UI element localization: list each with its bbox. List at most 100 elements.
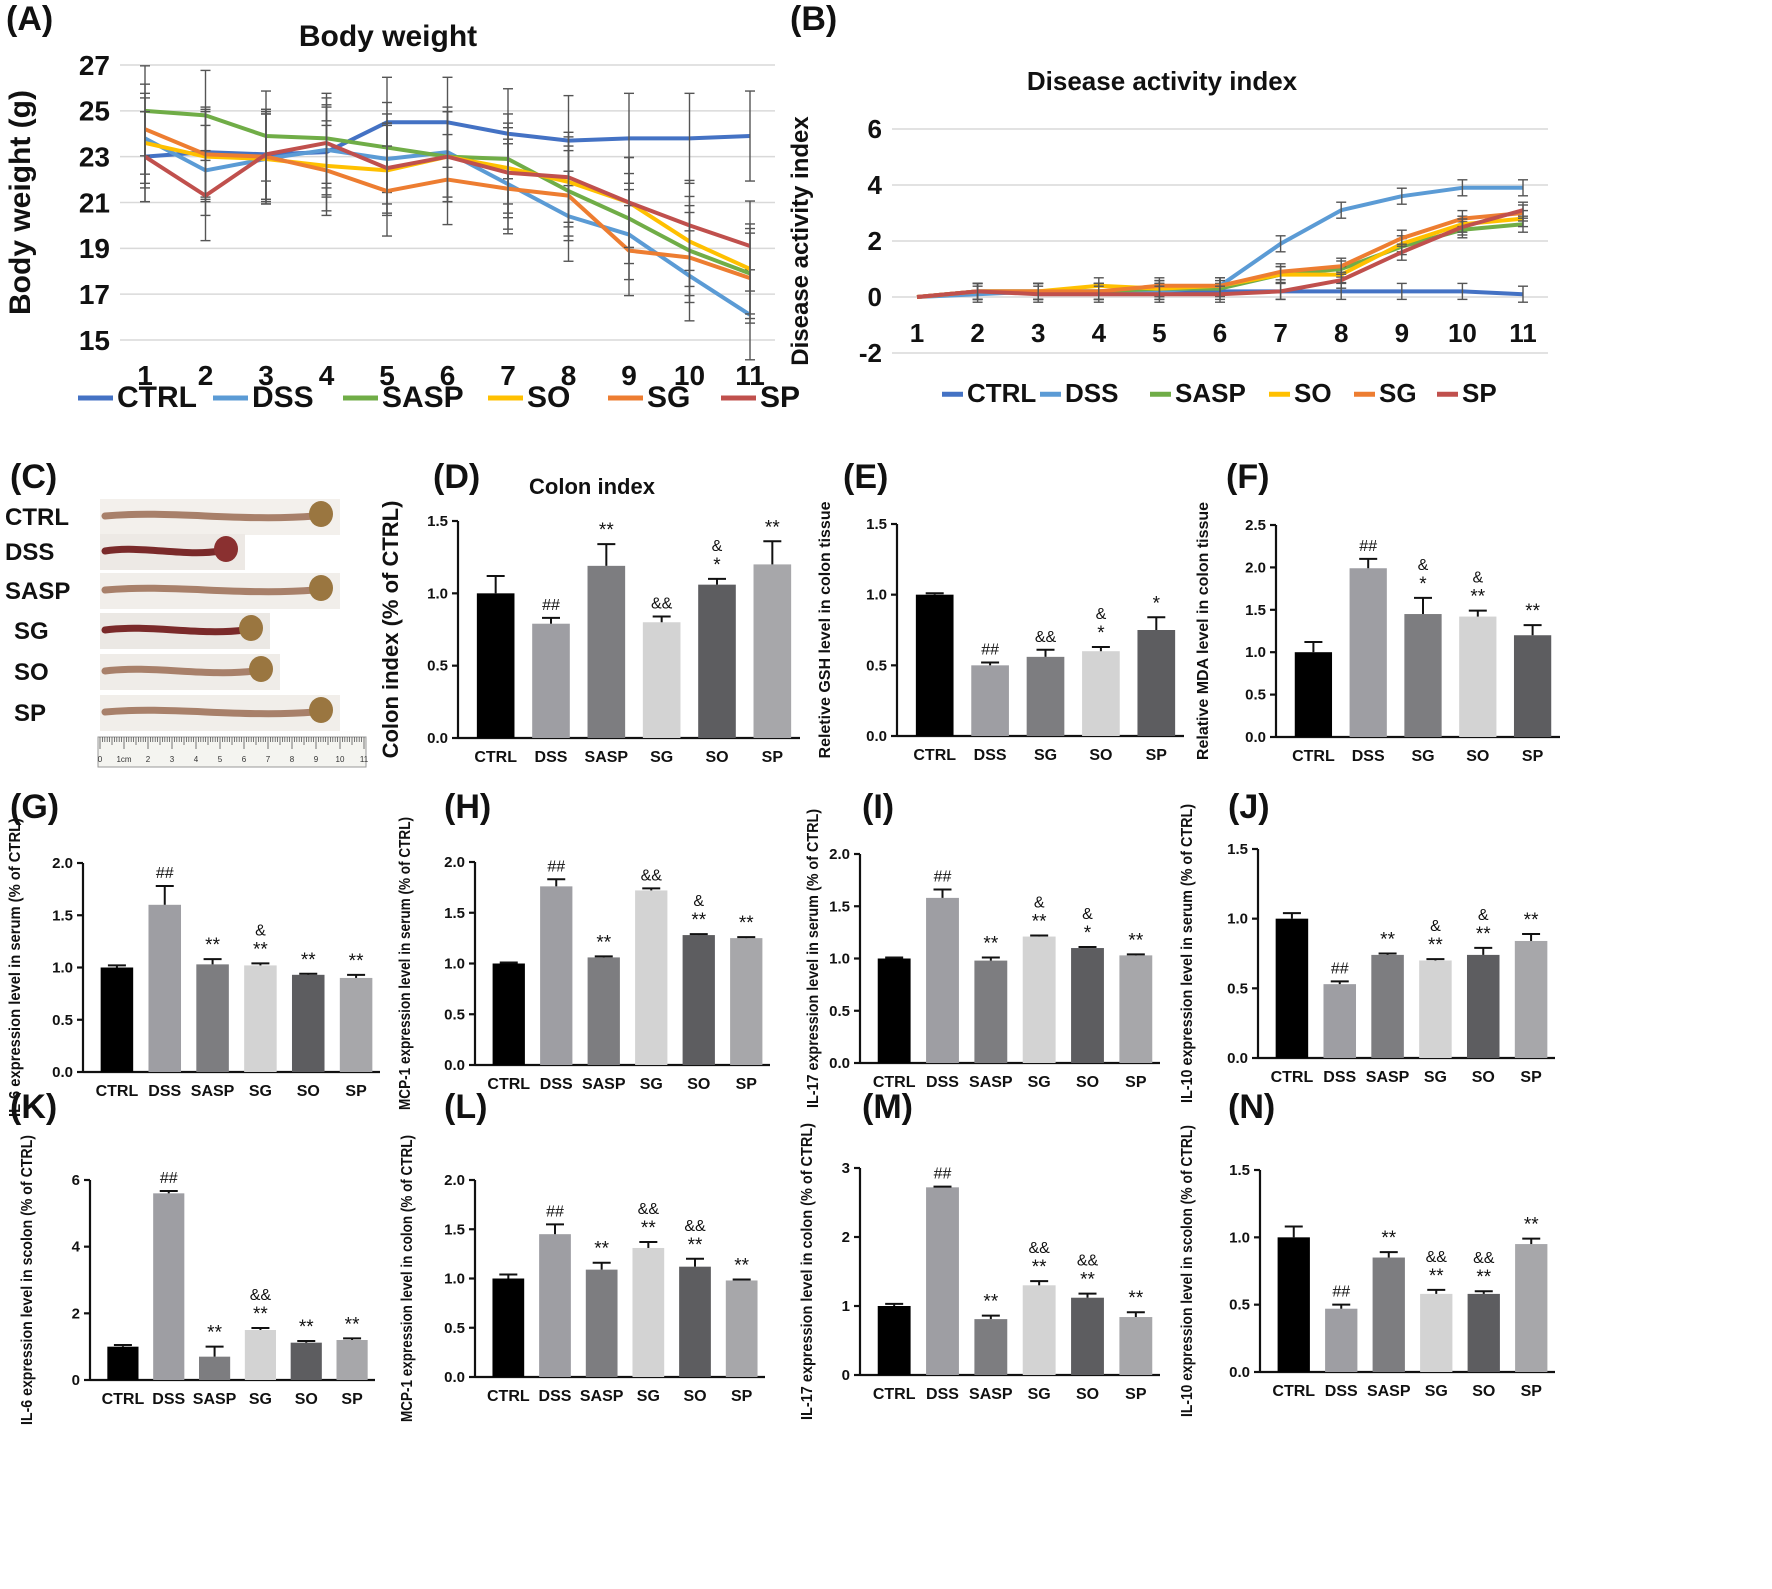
bar-so: [1082, 651, 1120, 736]
cecum-tissue: [309, 697, 333, 723]
x-tick-label: DSS: [152, 1391, 185, 1408]
x-tick-label: SO: [705, 749, 728, 766]
x-tick-label: 11: [735, 360, 765, 391]
bar-dss: [153, 1193, 185, 1380]
significance-mark: **: [1381, 1228, 1396, 1249]
x-tick-label: DSS: [540, 1076, 573, 1093]
significance-mark: ##: [934, 1166, 952, 1183]
y-axis-label: IL-10 expression level in serum (% of CT…: [1179, 804, 1196, 1103]
significance-mark: ##: [156, 865, 174, 882]
significance-mark: **: [765, 517, 780, 538]
bar-dss: [532, 623, 570, 738]
x-tick-label: SO: [687, 1076, 710, 1093]
y-tick-label: 2.5: [1245, 517, 1266, 534]
x-tick-label: DSS: [1323, 1069, 1356, 1086]
ruler-label: 2: [146, 755, 151, 764]
significance-mark: &: [693, 893, 704, 910]
bar-sp: [1137, 630, 1176, 736]
ruler-label: 4: [194, 755, 199, 764]
y-tick-label: 0: [72, 1372, 80, 1389]
y-tick-label: 0.0: [444, 1369, 465, 1386]
x-tick-label: DSS: [539, 1388, 572, 1405]
y-tick-label: 0: [868, 282, 882, 312]
x-tick-label: SG: [637, 1388, 660, 1405]
x-tick-label: 1: [910, 318, 924, 348]
bar-dss: [926, 1187, 959, 1375]
bar-chart-d: (D) Colon index 0.0 0.5 1.0 1.5 CTRL DSS ## SASP *…: [378, 458, 800, 766]
significance-mark: &: [712, 538, 723, 555]
bar-sp: [1515, 1244, 1548, 1372]
panel-label: (E): [843, 458, 888, 496]
y-axis-label: Body weight (g): [4, 90, 37, 315]
y-axis-label: Relative MDA level in colon tissue: [1195, 502, 1212, 760]
significance-mark: **: [641, 1218, 656, 1239]
colon-tissue: [101, 665, 259, 677]
bar-sg: [642, 622, 681, 738]
significance-mark: **: [1128, 930, 1143, 951]
panel-label: (J): [1228, 788, 1270, 826]
significance-mark: **: [1524, 1215, 1539, 1236]
bar-dss: [540, 886, 573, 1065]
significance-mark: &&: [1473, 1250, 1495, 1267]
y-axis-label: IL-17 expression level in serum (% of CT…: [805, 809, 822, 1108]
x-tick-label: SO: [683, 1388, 706, 1405]
significance-mark: &&: [1077, 1253, 1099, 1270]
significance-mark: **: [1470, 587, 1485, 608]
panel-label: (K): [10, 1088, 57, 1126]
y-tick-label: 0.0: [444, 1057, 465, 1074]
panel-label: (I): [862, 788, 894, 826]
x-tick-label: SO: [1472, 1383, 1495, 1400]
y-tick-label: 25: [79, 96, 110, 127]
x-tick-label: 7: [500, 360, 516, 391]
bar-so: [1459, 616, 1497, 737]
x-tick-label: SASP: [1367, 1383, 1411, 1400]
y-tick-label: 1.0: [1227, 911, 1248, 928]
bar-sp: [336, 1340, 368, 1380]
bar-sg: [1404, 614, 1442, 737]
significance-mark: **: [1429, 1266, 1444, 1287]
ruler-label: 6: [242, 755, 247, 764]
significance-mark: &: [1096, 606, 1107, 623]
x-tick-label: SG: [1034, 747, 1057, 764]
bar-ctrl: [476, 593, 515, 738]
bar-ctrl: [877, 958, 911, 1063]
x-tick-label: SO: [1076, 1386, 1099, 1403]
y-tick-label: 2: [868, 226, 882, 256]
x-tick-label: SO: [1089, 747, 1112, 764]
x-tick-label: CTRL: [873, 1074, 916, 1091]
y-tick-label: 1.0: [829, 951, 850, 968]
significance-mark: **: [253, 939, 268, 960]
panel-label: (H): [444, 788, 491, 826]
y-tick-label: 0.0: [829, 1055, 850, 1072]
legend-label: CTRL: [117, 381, 197, 414]
x-tick-label: CTRL: [1272, 1383, 1315, 1400]
x-tick-label: SO: [297, 1083, 320, 1100]
legend-label: DSS: [1065, 378, 1118, 408]
bar-ctrl: [107, 1346, 139, 1380]
significance-mark: **: [253, 1304, 268, 1325]
bar-sasp: [1372, 1257, 1405, 1372]
significance-mark: *: [1419, 574, 1427, 595]
y-tick-label: 0.0: [866, 728, 887, 745]
ruler-label: 8: [290, 755, 295, 764]
y-tick-label: 0.5: [427, 658, 448, 675]
bar-dss: [1323, 984, 1357, 1058]
bar-dss: [971, 665, 1009, 736]
significance-mark: &&: [651, 595, 673, 612]
ruler-label: 0: [98, 755, 103, 764]
y-tick-label: 0.5: [444, 1006, 465, 1023]
y-tick-label: 0.5: [444, 1320, 465, 1337]
ruler-label: 3: [170, 755, 175, 764]
x-tick-label: SG: [1425, 1383, 1448, 1400]
y-tick-label: 0.0: [427, 730, 448, 747]
y-tick-label: 0.5: [829, 1003, 850, 1020]
bar-so: [1466, 954, 1500, 1058]
x-tick-label: SP: [1520, 1069, 1542, 1086]
x-tick-label: SP: [736, 1076, 758, 1093]
y-tick-label: 0.0: [52, 1064, 73, 1081]
bar-so: [1071, 1297, 1104, 1375]
x-tick-label: SP: [1146, 747, 1168, 764]
